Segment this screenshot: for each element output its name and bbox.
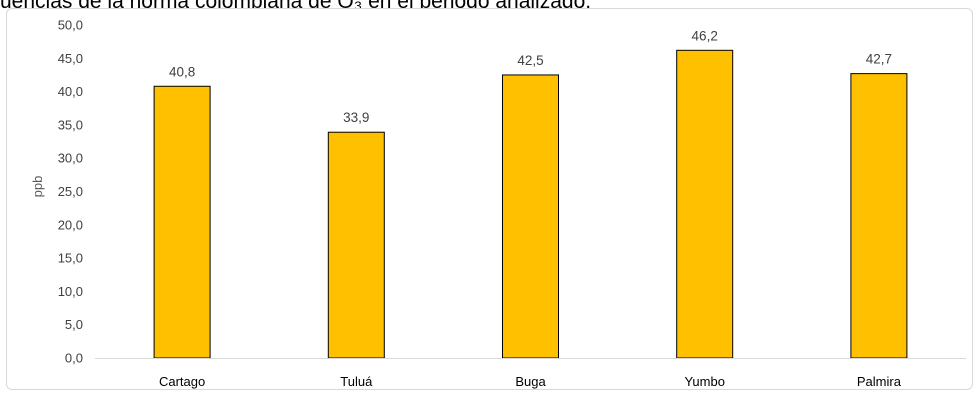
bars: 40,8 33,9 42,5 46,2 42,7 <box>153 28 908 359</box>
y-axis-label: ppb <box>30 176 45 198</box>
x-tick-label: Yumbo <box>684 374 724 389</box>
y-tick-label: 0,0 <box>65 351 83 366</box>
y-tick-label: 45,0 <box>58 51 83 66</box>
y-tick-label: 35,0 <box>58 117 83 132</box>
data-label: 40,8 <box>169 64 195 79</box>
y-tick-label: 50,0 <box>58 18 83 33</box>
data-label: 42,5 <box>517 53 543 68</box>
data-label: 42,7 <box>866 52 892 67</box>
bar <box>676 49 734 359</box>
x-tick-label: Buga <box>515 374 546 389</box>
y-tick-label: 30,0 <box>58 151 83 166</box>
bar <box>153 85 211 359</box>
data-label: 33,9 <box>343 110 369 125</box>
bar <box>850 73 908 359</box>
y-tick-label: 20,0 <box>58 217 83 232</box>
y-tick-label: 5,0 <box>65 317 83 332</box>
y-tick-label: 25,0 <box>58 184 83 199</box>
y-axis: 0,0 5,0 10,0 15,0 20,0 25,0 30,0 35,0 40,0 45,0 50… <box>58 18 83 366</box>
bar <box>502 74 559 359</box>
x-tick-label: Cartago <box>159 374 205 389</box>
x-axis: Cartago Tuluá Buga Yumbo Palmira <box>95 358 966 389</box>
x-tick-label: Palmira <box>857 374 902 389</box>
x-tick-label: Tuluá <box>340 374 373 389</box>
bar <box>327 131 385 359</box>
y-tick-label: 15,0 <box>58 251 83 266</box>
y-tick-label: 10,0 <box>58 284 83 299</box>
data-label: 46,2 <box>692 28 718 43</box>
y-tick-label: 40,0 <box>58 84 83 99</box>
